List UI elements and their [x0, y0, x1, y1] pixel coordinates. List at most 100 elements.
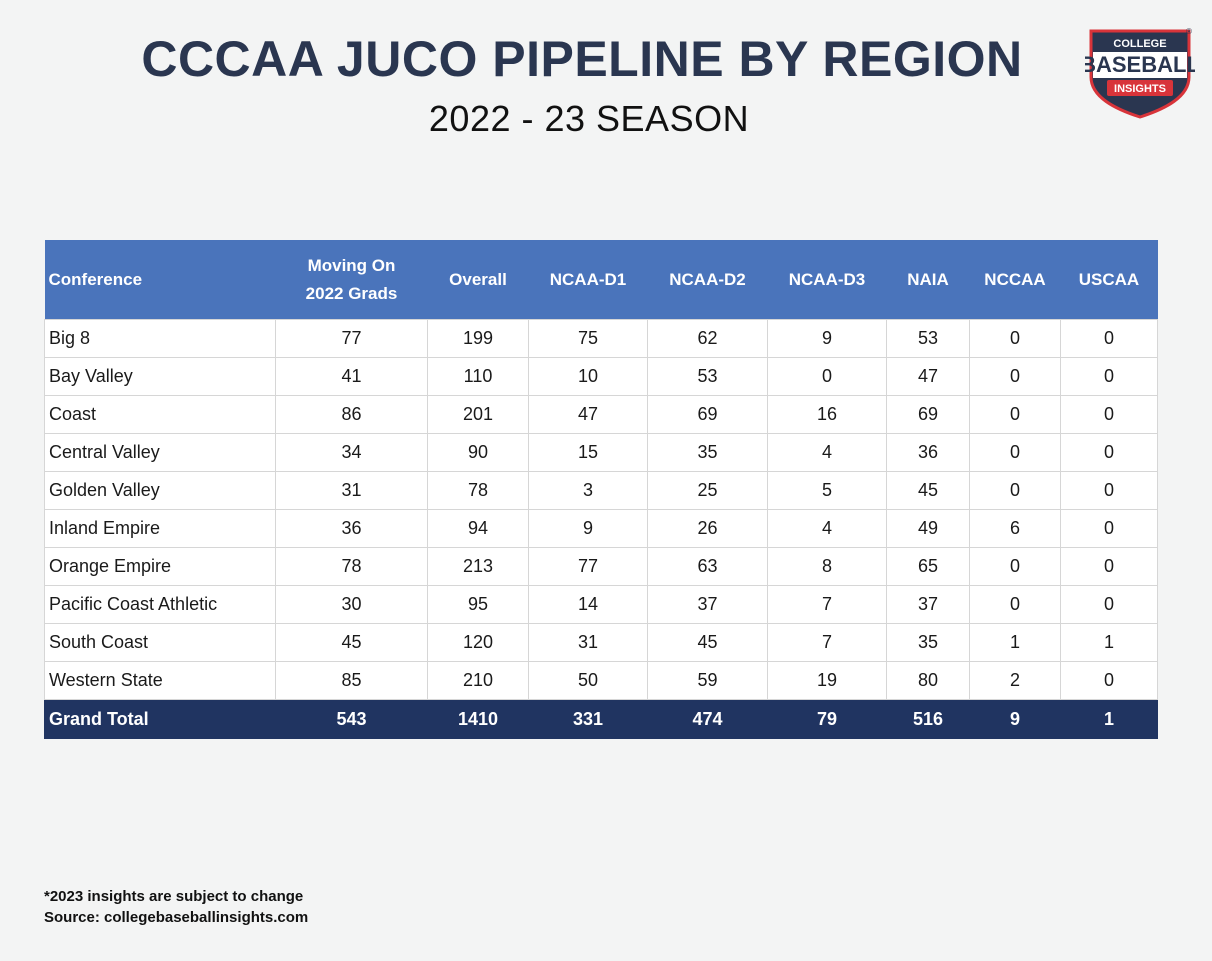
cell-uscaa: 0 [1060, 319, 1158, 358]
cell-overall: 90 [427, 433, 529, 472]
cell-ncaa-d3: 8 [767, 547, 887, 586]
cell-conference: Central Valley [44, 433, 276, 472]
cell-ncaa-d2: 35 [647, 433, 768, 472]
cell-naia: 36 [886, 433, 970, 472]
col-header-nccaa: NCCAA [969, 240, 1061, 320]
cell-nccaa: 0 [969, 319, 1061, 358]
cell-conference: Coast [44, 395, 276, 434]
cell-uscaa: 1 [1060, 623, 1158, 662]
cell-ncaa-d2: 37 [647, 585, 768, 624]
cell-naia: 80 [886, 661, 970, 700]
cell-moving-on: 45 [275, 623, 428, 662]
cell-conference: Western State [44, 661, 276, 700]
cell-ncaa-d3: 4 [767, 433, 887, 472]
cell-moving-on: 543 [275, 699, 428, 739]
col-header-naia: NAIA [886, 240, 970, 320]
cell-conference: Inland Empire [44, 509, 276, 548]
cell-conference: Orange Empire [44, 547, 276, 586]
col-header-ncaa-d2: NCAA-D2 [647, 240, 768, 320]
logo-main-band [1093, 52, 1187, 78]
cell-overall: 110 [427, 357, 529, 396]
logo-top-band [1099, 36, 1181, 50]
cell-ncaa-d2: 69 [647, 395, 768, 434]
cell-naia: 53 [886, 319, 970, 358]
cell-naia: 37 [886, 585, 970, 624]
cell-ncaa-d1: 3 [528, 471, 648, 510]
cell-conference: Grand Total [44, 699, 276, 739]
cell-ncaa-d3: 4 [767, 509, 887, 548]
logo-bottom-text: INSIGHTS [1114, 83, 1166, 95]
cell-ncaa-d2: 26 [647, 509, 768, 548]
cell-moving-on: 36 [275, 509, 428, 548]
logo-bottom-band [1107, 80, 1173, 96]
col-header-moving-on-line1: Moving On [307, 255, 396, 275]
cell-ncaa-d1: 50 [528, 661, 648, 700]
cell-overall: 94 [427, 509, 529, 548]
col-header-conference: Conference [44, 240, 276, 320]
cell-uscaa: 0 [1060, 509, 1158, 548]
cell-ncaa-d3: 9 [767, 319, 887, 358]
cell-nccaa: 0 [969, 547, 1061, 586]
col-header-ncaa-d3: NCAA-D3 [767, 240, 887, 320]
cell-nccaa: 0 [969, 585, 1061, 624]
cell-ncaa-d2: 53 [647, 357, 768, 396]
cell-ncaa-d1: 10 [528, 357, 648, 396]
cell-overall: 1410 [427, 699, 529, 739]
cell-ncaa-d1: 9 [528, 509, 648, 548]
cell-ncaa-d1: 331 [528, 699, 648, 739]
footnote-disclaimer: *2023 insights are subject to change [44, 888, 304, 905]
cell-uscaa: 0 [1060, 585, 1158, 624]
cell-overall: 210 [427, 661, 529, 700]
college-baseball-insights-logo: COLLEGE BASEBALL INSIGHTS ® [1085, 27, 1195, 119]
cell-uscaa: 0 [1060, 395, 1158, 434]
cell-ncaa-d1: 75 [528, 319, 648, 358]
cell-conference: Bay Valley [44, 357, 276, 396]
cell-overall: 213 [427, 547, 529, 586]
cell-ncaa-d3: 19 [767, 661, 887, 700]
cell-uscaa: 1 [1060, 699, 1158, 739]
cell-ncaa-d3: 5 [767, 471, 887, 510]
cell-ncaa-d3: 16 [767, 395, 887, 434]
table-row: Central Valley 34 90 15 35 4 36 0 0 [44, 433, 1158, 472]
footnote-source: Source: collegebaseballinsights.com [44, 909, 309, 926]
cell-uscaa: 0 [1060, 661, 1158, 700]
logo-main-text: BASEBALL [1085, 52, 1195, 77]
cell-ncaa-d2: 62 [647, 319, 768, 358]
cell-overall: 201 [427, 395, 529, 434]
cell-nccaa: 0 [969, 395, 1061, 434]
table-row: Big 8 77 199 75 62 9 53 0 0 [44, 319, 1158, 358]
cell-ncaa-d3: 0 [767, 357, 887, 396]
cell-ncaa-d2: 59 [647, 661, 768, 700]
cell-naia: 35 [886, 623, 970, 662]
cell-overall: 78 [427, 471, 529, 510]
cell-conference: Golden Valley [44, 471, 276, 510]
cell-uscaa: 0 [1060, 357, 1158, 396]
table-row: Western State 85 210 50 59 19 80 2 0 [44, 661, 1158, 700]
grand-total-row: Grand Total 543 1410 331 474 79 516 9 1 [44, 699, 1158, 739]
cell-moving-on: 41 [275, 357, 428, 396]
cell-naia: 516 [886, 699, 970, 739]
cell-moving-on: 86 [275, 395, 428, 434]
cell-moving-on: 30 [275, 585, 428, 624]
cell-naia: 49 [886, 509, 970, 548]
cell-ncaa-d3: 7 [767, 585, 887, 624]
cell-moving-on: 85 [275, 661, 428, 700]
cell-ncaa-d1: 31 [528, 623, 648, 662]
table-row: South Coast 45 120 31 45 7 35 1 1 [44, 623, 1158, 662]
cell-uscaa: 0 [1060, 471, 1158, 510]
cell-conference: South Coast [44, 623, 276, 662]
cell-nccaa: 2 [969, 661, 1061, 700]
table-row: Golden Valley 31 78 3 25 5 45 0 0 [44, 471, 1158, 510]
pipeline-table: Conference Moving On 2022 Grads Overall N… [44, 240, 1158, 739]
cell-ncaa-d3: 79 [767, 699, 887, 739]
page-subtitle: 2022 - 23 SEASON [428, 98, 750, 139]
cell-nccaa: 0 [969, 471, 1061, 510]
cell-moving-on: 31 [275, 471, 428, 510]
cell-ncaa-d1: 15 [528, 433, 648, 472]
cell-nccaa: 6 [969, 509, 1061, 548]
table-row: Pacific Coast Athletic 30 95 14 37 7 37 0 0 [44, 585, 1158, 624]
footnote: *2023 insights are subject to change Sou… [44, 886, 308, 928]
col-header-moving-on-line2: 2022 Grads [305, 283, 398, 303]
table-row: Coast 86 201 47 69 16 69 0 0 [44, 395, 1158, 434]
cell-ncaa-d2: 45 [647, 623, 768, 662]
